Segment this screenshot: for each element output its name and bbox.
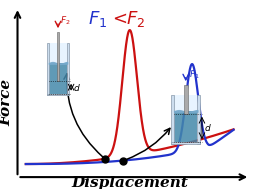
Bar bbox=[46, 94, 69, 95]
Text: $F_2$: $F_2$ bbox=[60, 15, 71, 27]
Bar bbox=[170, 142, 199, 144]
Bar bbox=[56, 32, 59, 81]
Text: Displacement: Displacement bbox=[71, 176, 187, 189]
Bar bbox=[170, 95, 173, 144]
Text: $F_1$: $F_1$ bbox=[88, 9, 107, 29]
Text: $F_2$: $F_2$ bbox=[125, 9, 144, 29]
Text: $d$: $d$ bbox=[203, 122, 211, 133]
Bar bbox=[67, 43, 69, 95]
Bar bbox=[46, 43, 49, 95]
Bar bbox=[197, 95, 199, 144]
Bar bbox=[173, 111, 197, 142]
Text: $d$: $d$ bbox=[72, 82, 80, 93]
Bar bbox=[173, 95, 197, 111]
Text: Force: Force bbox=[0, 78, 13, 125]
Bar bbox=[49, 43, 67, 63]
Text: $F_1$: $F_1$ bbox=[188, 69, 199, 81]
Bar bbox=[183, 85, 187, 114]
Bar bbox=[49, 63, 67, 94]
Text: $<$: $<$ bbox=[108, 10, 127, 28]
